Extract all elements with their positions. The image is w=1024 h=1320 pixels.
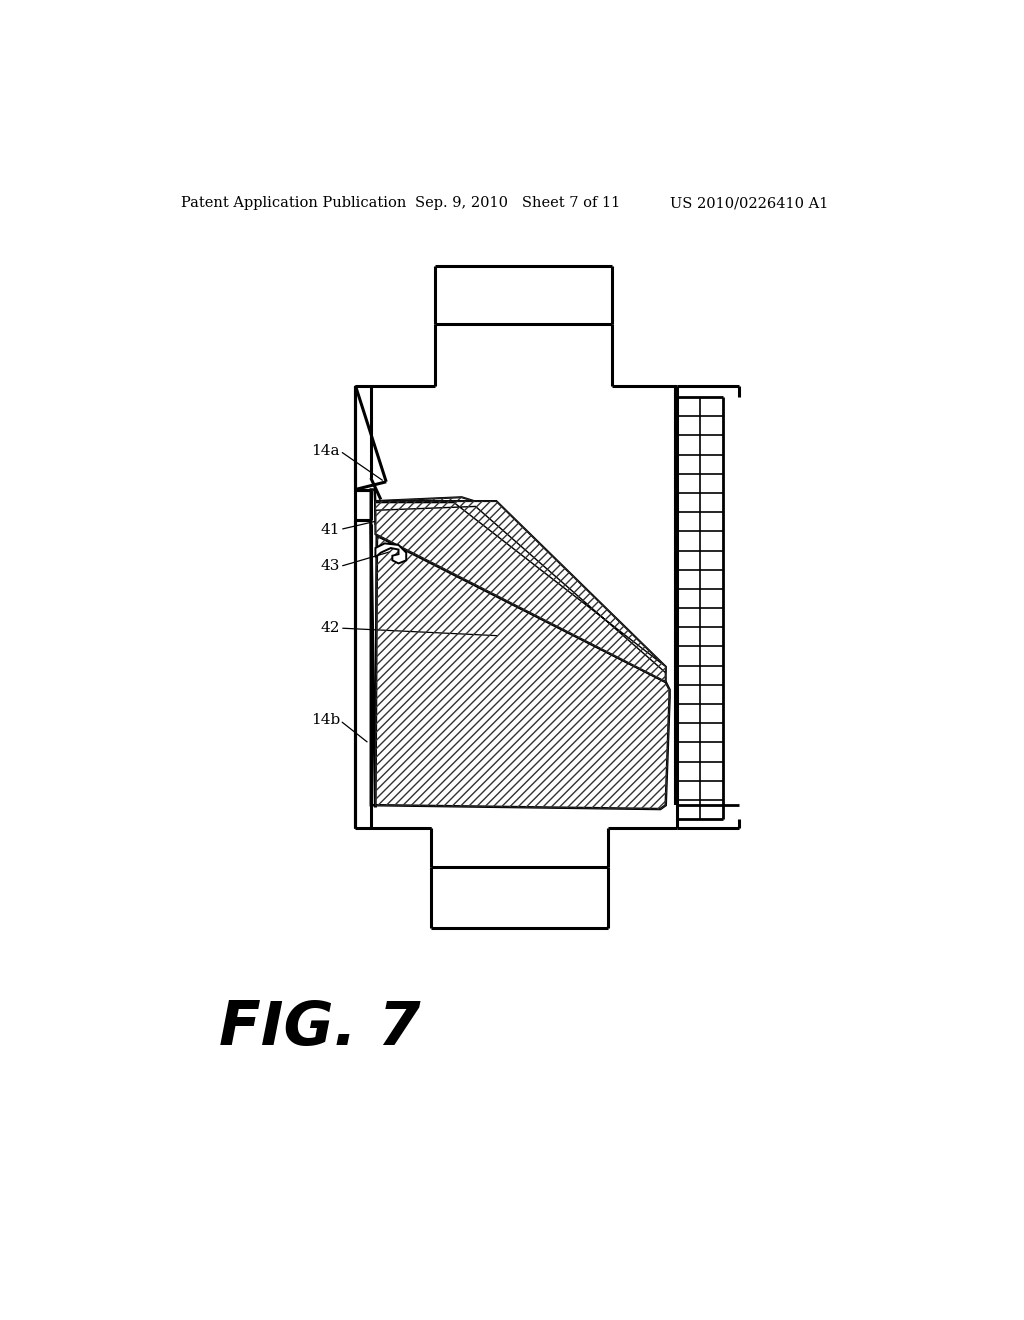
- Text: Sep. 9, 2010   Sheet 7 of 11: Sep. 9, 2010 Sheet 7 of 11: [416, 197, 621, 210]
- Text: FIG. 7: FIG. 7: [219, 999, 421, 1059]
- Polygon shape: [376, 544, 407, 564]
- Polygon shape: [376, 503, 666, 673]
- Text: 43: 43: [321, 560, 340, 573]
- Text: US 2010/0226410 A1: US 2010/0226410 A1: [670, 197, 828, 210]
- Text: 41: 41: [321, 523, 340, 536]
- Polygon shape: [376, 502, 666, 682]
- Text: 14b: 14b: [310, 714, 340, 727]
- Text: Patent Application Publication: Patent Application Publication: [180, 197, 406, 210]
- Polygon shape: [376, 536, 670, 809]
- Polygon shape: [371, 490, 377, 805]
- Text: 14a: 14a: [311, 444, 340, 458]
- Polygon shape: [355, 385, 371, 829]
- Text: 42: 42: [321, 622, 340, 635]
- Polygon shape: [376, 498, 499, 528]
